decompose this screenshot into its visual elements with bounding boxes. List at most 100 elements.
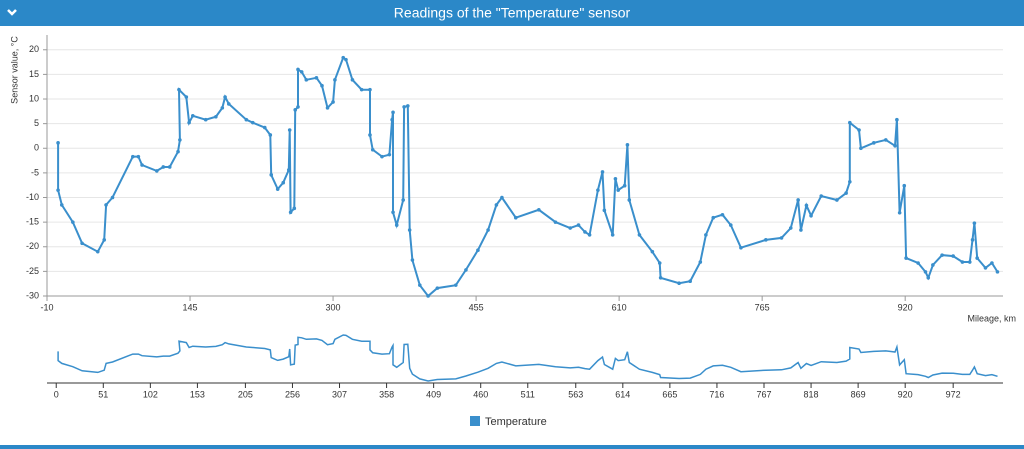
footer-bar [0,445,1024,449]
data-point [380,154,384,159]
data-point [110,195,115,200]
data-point [244,117,249,122]
data-point [176,149,180,154]
data-point [401,198,405,202]
x-tick-label: 765 [755,302,770,312]
data-point [940,253,944,257]
data-point [190,113,195,118]
data-point [711,215,716,220]
data-point [513,215,518,220]
data-point [688,279,692,284]
data-point [650,249,655,254]
data-point [281,180,286,185]
data-point [187,120,191,125]
data-point [102,238,107,242]
x-tick-label: 300 [326,302,341,312]
data-point [872,141,876,145]
data-point [804,203,809,208]
data-point [341,55,346,60]
navigator-tick-label: 614 [615,389,630,399]
collapse-icon[interactable] [7,9,17,16]
data-point [576,223,581,227]
data-point [476,248,480,253]
data-point [960,260,965,264]
x-axis-label: Mileage, km [967,313,1016,323]
navigator-tick-label: 767 [756,389,771,399]
legend-swatch [470,416,480,426]
data-point [970,238,975,242]
data-point [250,120,255,125]
y-tick-label: -5 [31,167,39,177]
data-point [464,268,468,272]
data-point [292,206,297,211]
data-point [658,275,663,280]
navigator-tick-label: 409 [426,389,441,399]
chart-title: Readings of the "Temperature" sensor [394,5,631,21]
navigator-tick-label: 511 [521,389,535,399]
data-point [568,226,573,230]
navigator-tick-label: 563 [568,389,583,399]
data-point [406,104,410,108]
data-point [897,210,902,215]
y-tick-label: 5 [34,118,39,128]
data-point [819,194,824,198]
navigator-tick-label: 153 [190,389,205,399]
data-point [657,261,662,265]
data-point [983,266,988,270]
data-point [788,226,793,230]
data-point [71,220,75,224]
navigator-tick-label: 51 [98,389,108,399]
y-tick-label: 0 [34,143,39,153]
data-point [895,117,899,122]
data-point [426,294,430,298]
data-point [809,213,813,218]
data-point [893,144,897,148]
data-point [293,108,298,112]
data-point [779,236,784,240]
data-point [203,117,208,122]
navigator-tick-label: 972 [946,389,961,399]
data-point [698,260,703,264]
data-point [418,283,422,287]
data-point [333,78,337,82]
data-point [387,152,392,157]
data-point [596,188,600,192]
data-point [410,258,415,262]
data-point [136,154,141,159]
data-point [625,143,630,147]
data-point [835,198,839,202]
y-tick-label: -20 [26,241,39,251]
data-point [587,233,592,237]
data-point [453,283,458,287]
data-point [275,187,280,191]
data-point [627,198,632,202]
navigator-tick-label: 818 [804,389,819,399]
data-point [500,195,504,200]
data-point [59,203,64,207]
x-tick-label: 610 [612,302,627,312]
data-point [402,105,406,109]
series-line [57,56,999,298]
data-point [214,114,218,119]
navigator-tick-label: 358 [379,389,394,399]
data-point [990,261,994,265]
navigator-tick-label: 920 [898,389,913,399]
data-point [314,76,319,80]
data-point [325,106,330,110]
data-point [677,281,681,285]
data-point [967,260,972,264]
data-point [728,223,733,227]
data-point [613,176,618,181]
data-point [155,169,159,173]
y-tick-label: -10 [26,192,39,202]
data-point [975,256,979,260]
data-point [344,57,348,62]
data-point [494,203,499,207]
navigator-tick-label: 716 [709,389,724,399]
data-point [796,198,800,202]
data-point [951,254,955,258]
navigator-line [57,334,998,382]
data-point [884,138,888,142]
data-point [390,117,394,122]
